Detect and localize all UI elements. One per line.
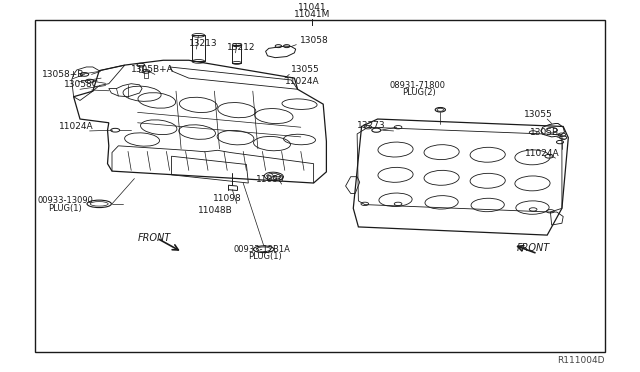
- Text: 11024A: 11024A: [59, 122, 93, 131]
- Text: 1305B: 1305B: [530, 128, 559, 137]
- Text: R111004D: R111004D: [557, 356, 605, 365]
- Text: 11099: 11099: [256, 175, 285, 184]
- Text: 13058C: 13058C: [64, 80, 99, 89]
- Text: 11041M: 11041M: [294, 10, 330, 19]
- Bar: [192, 35, 205, 61]
- Text: FRONT: FRONT: [517, 243, 550, 253]
- Text: PLUG(1): PLUG(1): [48, 204, 82, 213]
- Text: 13212: 13212: [227, 43, 256, 52]
- Text: 13273: 13273: [357, 121, 386, 130]
- Text: 00933-12B1A: 00933-12B1A: [234, 245, 291, 254]
- Text: 13058+B: 13058+B: [42, 70, 84, 79]
- Text: 13055: 13055: [524, 110, 552, 119]
- Text: 13055: 13055: [291, 65, 320, 74]
- Text: 11098: 11098: [213, 195, 242, 203]
- Text: 11048B: 11048B: [198, 206, 233, 215]
- Text: 11024A: 11024A: [285, 77, 319, 86]
- Text: 1305B+A: 1305B+A: [131, 65, 174, 74]
- Text: 08931-71800: 08931-71800: [389, 81, 445, 90]
- Text: PLUG(2): PLUG(2): [402, 89, 436, 97]
- Text: PLUG(1): PLUG(1): [248, 252, 282, 261]
- Text: 13213: 13213: [189, 39, 218, 48]
- Text: 00933-13090: 00933-13090: [37, 196, 93, 205]
- Bar: [139, 65, 143, 72]
- Text: 11041: 11041: [298, 3, 326, 12]
- Bar: [35, 20, 605, 352]
- Bar: [232, 45, 241, 63]
- Text: FRONT: FRONT: [138, 232, 171, 243]
- Text: 11024A: 11024A: [525, 149, 559, 158]
- Bar: [144, 71, 148, 78]
- Text: 13058: 13058: [300, 36, 328, 45]
